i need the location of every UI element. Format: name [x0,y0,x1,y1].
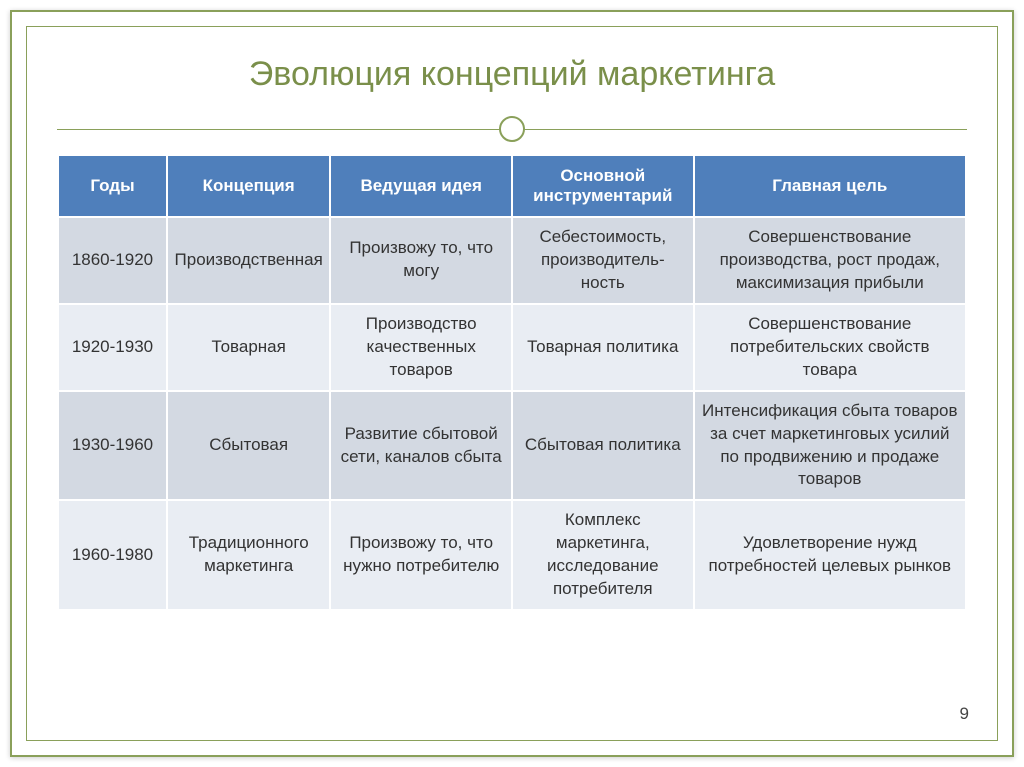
cell-concept: Традиционного маркетинга [167,500,330,610]
cell-instrument: Сбытовая политика [512,391,694,501]
table-row: 1860-1920 Производственная Произвожу то,… [58,217,966,304]
title-divider [27,114,997,144]
concepts-table: Годы Концепция Ведущая идея Основной инс… [57,154,967,611]
cell-years: 1920-1930 [58,304,167,391]
col-header-instrument: Основной инструментарий [512,155,694,217]
cell-idea: Производство качественных товаров [330,304,512,391]
cell-concept: Производственная [167,217,330,304]
cell-idea: Развитие сбытовой сети, каналов сбыта [330,391,512,501]
cell-goal: Совершенствование производства, рост про… [694,217,966,304]
divider-circle-icon [499,116,525,142]
cell-instrument: Комплекс маркетинга, исследование потреб… [512,500,694,610]
cell-concept: Товарная [167,304,330,391]
page-number: 9 [960,704,969,724]
table-header-row: Годы Концепция Ведущая идея Основной инс… [58,155,966,217]
table-row: 1960-1980 Традиционного маркетинга Произ… [58,500,966,610]
col-header-idea: Ведущая идея [330,155,512,217]
table-row: 1920-1930 Товарная Производство качестве… [58,304,966,391]
cell-goal: Удовлетворение нужд потребностей целевых… [694,500,966,610]
cell-years: 1930-1960 [58,391,167,501]
slide-title: Эволюция концепций маркетинга [27,55,997,94]
col-header-years: Годы [58,155,167,217]
table-container: Годы Концепция Ведущая идея Основной инс… [27,154,997,611]
cell-years: 1860-1920 [58,217,167,304]
inner-frame: Эволюция концепций маркетинга Годы Конце… [26,26,998,741]
table-row: 1930-1960 Сбытовая Развитие сбытовой сет… [58,391,966,501]
cell-idea: Произвожу то, что нужно потребителю [330,500,512,610]
cell-instrument: Себестоимость, производитель-ность [512,217,694,304]
col-header-concept: Концепция [167,155,330,217]
cell-instrument: Товарная политика [512,304,694,391]
cell-years: 1960-1980 [58,500,167,610]
col-header-goal: Главная цель [694,155,966,217]
cell-goal: Совершенствование потребительских свойст… [694,304,966,391]
cell-idea: Произвожу то, что могу [330,217,512,304]
outer-frame: Эволюция концепций маркетинга Годы Конце… [10,10,1014,757]
cell-goal: Интенсификация сбыта товаров за счет мар… [694,391,966,501]
cell-concept: Сбытовая [167,391,330,501]
